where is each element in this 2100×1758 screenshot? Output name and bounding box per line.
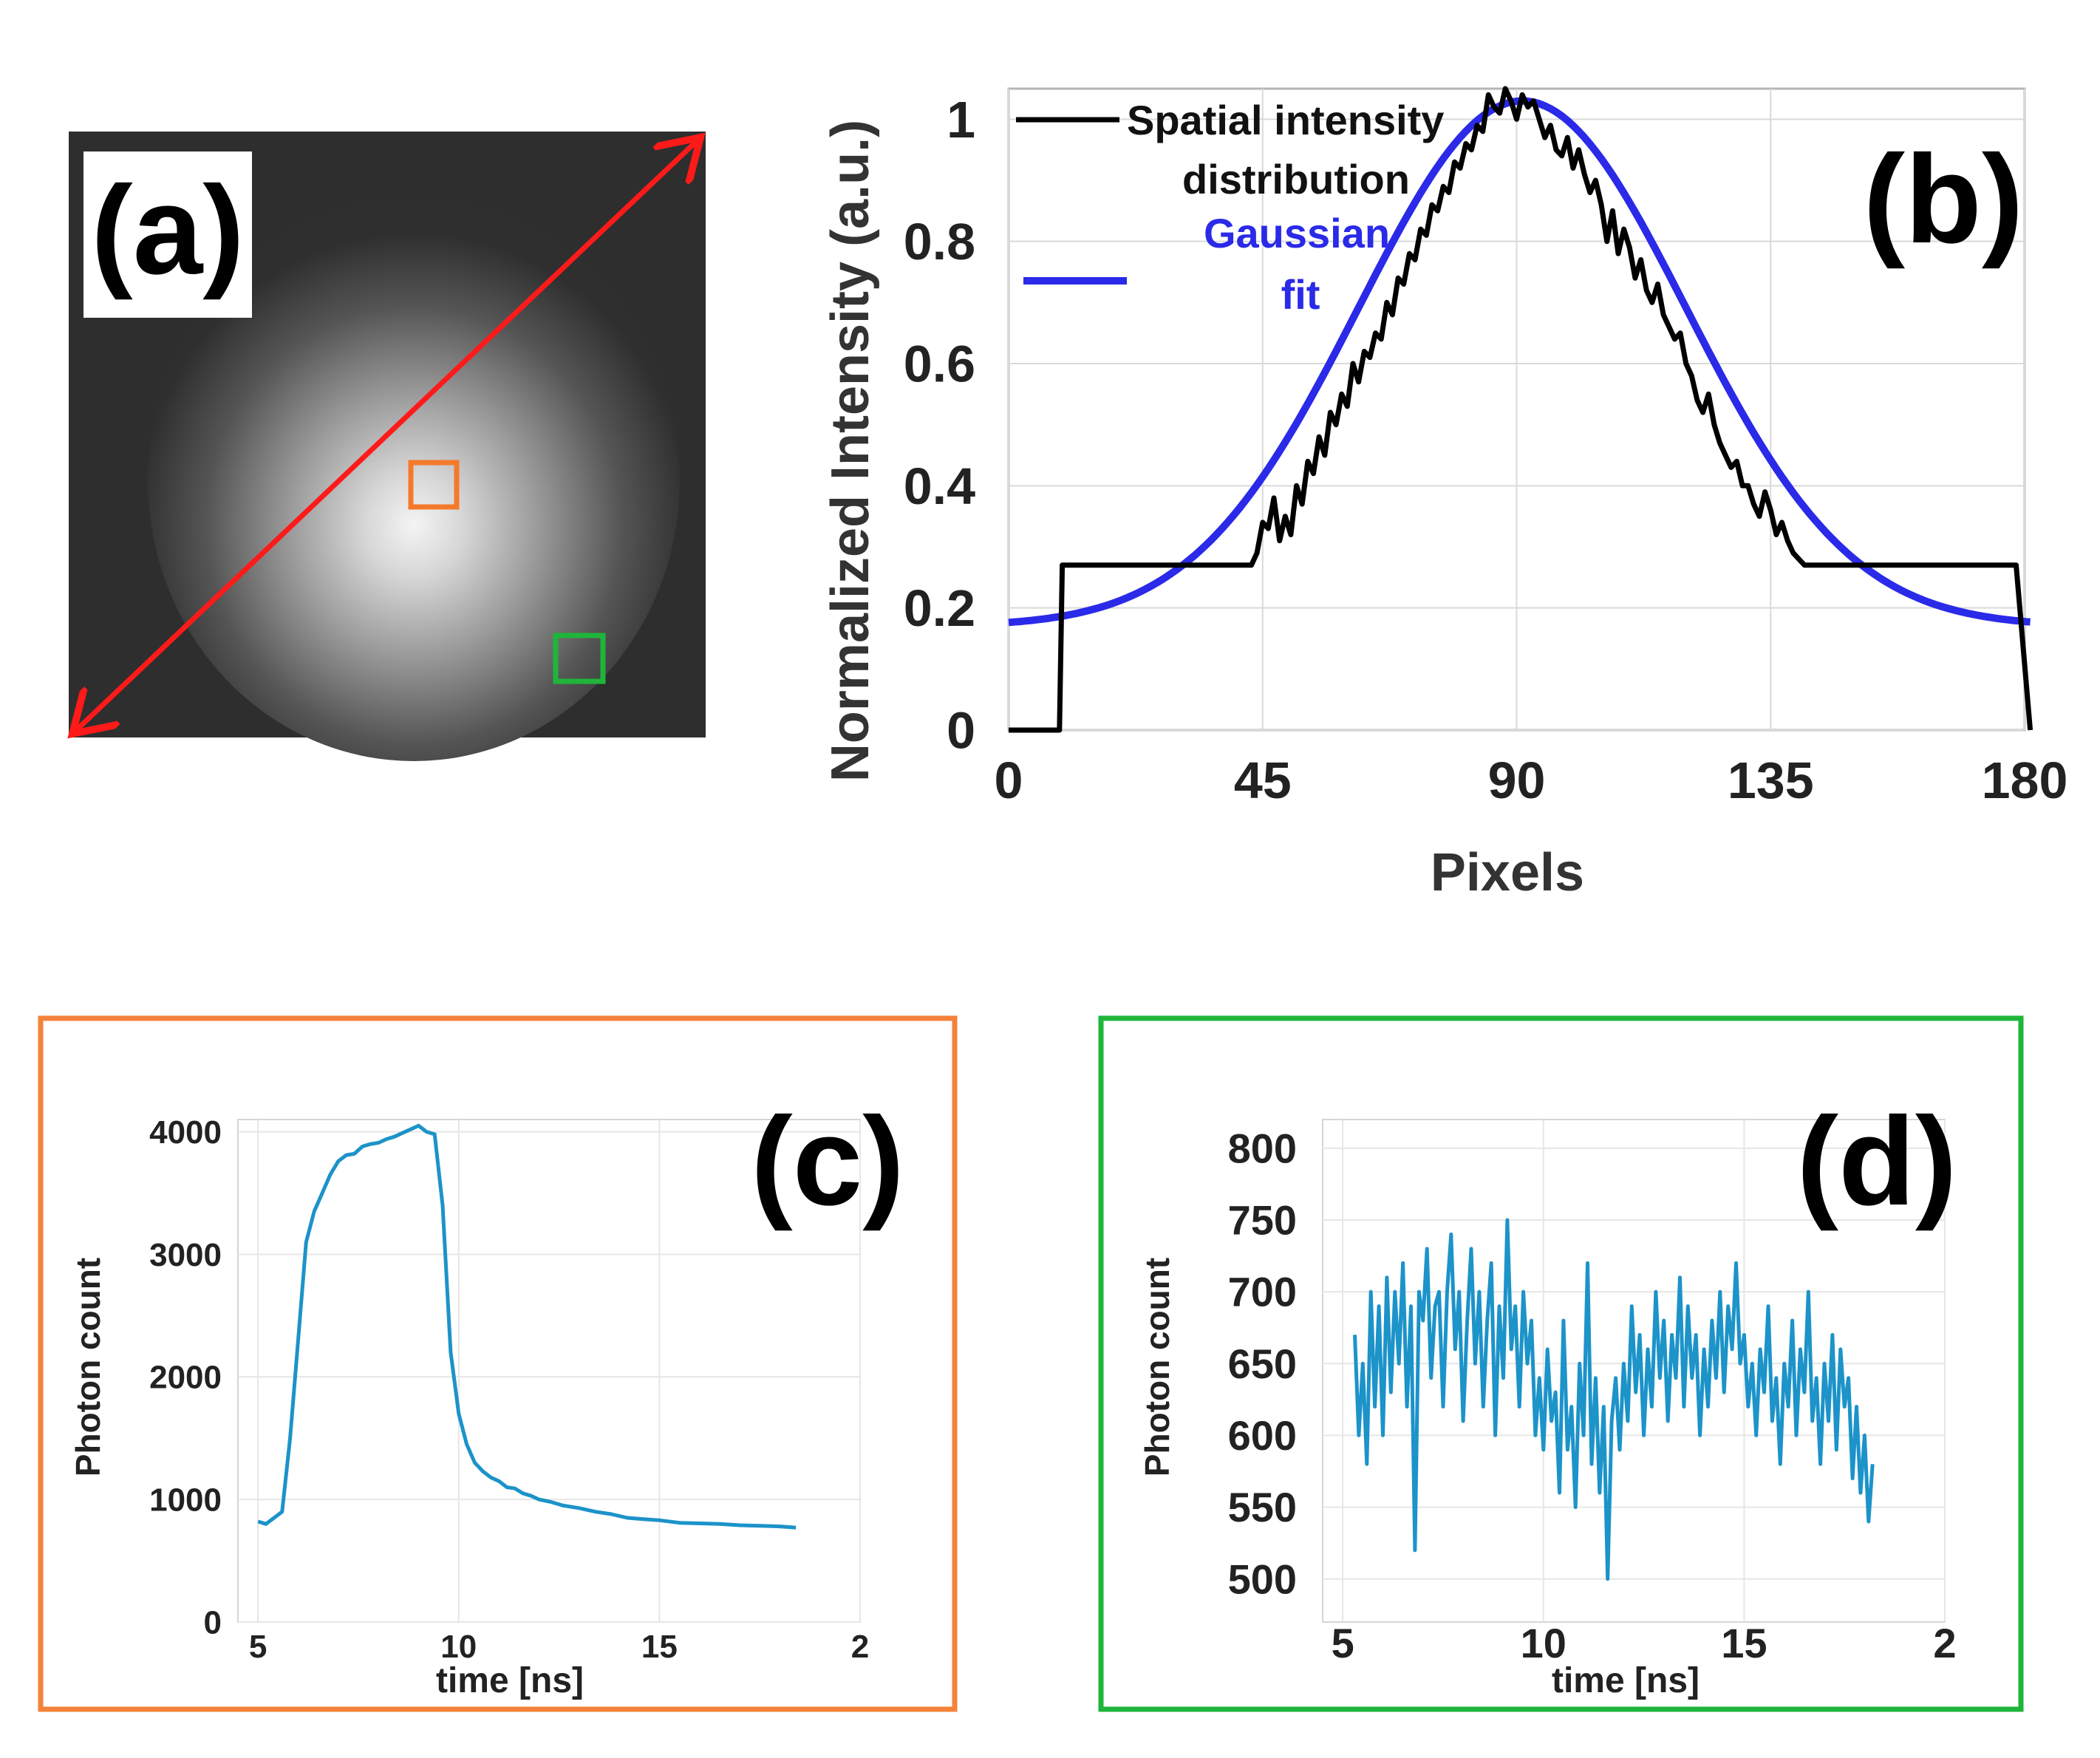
d-yticks: 500 550 600 650 700 750 800	[1228, 1125, 1297, 1602]
panel-a: (a)	[69, 132, 706, 761]
c-plot-area	[237, 1119, 861, 1623]
c-frame	[38, 1015, 958, 1712]
c-ytick-label: 4000	[149, 1114, 222, 1151]
c-yticks: 0 1000 2000 3000 4000	[149, 1114, 222, 1641]
b-ytick-label: 0.4	[904, 457, 975, 515]
d-xlabel: time [ns]	[1552, 1661, 1700, 1700]
panel-b-label: (b)	[1863, 129, 2023, 270]
panel-d: 500 550 600 650 700 750 800 5 10 15 2 Photon coun…	[1098, 1015, 2024, 1712]
d-xtick-label: 5	[1332, 1620, 1354, 1666]
panel-a-label: (a)	[91, 160, 245, 301]
orange-roi	[408, 460, 460, 510]
panel-c-label: (c)	[751, 1091, 904, 1232]
c-ytick-label: 1000	[149, 1482, 222, 1519]
b-grid	[1008, 89, 2025, 731]
panel-d-label: (d)	[1796, 1091, 1957, 1232]
d-frame	[1098, 1015, 2024, 1712]
panel-b: 0 0.2 0.4 0.6 0.8 1 0 45 90 135 180 Normalized In…	[821, 86, 2068, 902]
d-ytick-label: 800	[1228, 1125, 1297, 1171]
c-xtick-label: 10	[440, 1629, 477, 1665]
b-xtick-label: 135	[1728, 752, 1814, 809]
b-legend: Spatial intensity distribution Gaussian …	[1016, 97, 1444, 318]
d-photon-trace	[1353, 1218, 1875, 1581]
panel-c: 0 1000 2000 3000 4000 5 10 15 2 Photon count ti…	[38, 1015, 958, 1712]
d-xtick-label: 15	[1721, 1620, 1767, 1666]
b-ytick-label: 1	[947, 91, 975, 149]
d-xtick-label: 10	[1521, 1620, 1567, 1666]
c-xtick-label: 15	[641, 1629, 678, 1665]
legend-label-spatial-line2: distribution	[1182, 156, 1410, 202]
c-xtick-label: 2	[851, 1629, 869, 1665]
d-xtick-label: 2	[1933, 1620, 1956, 1666]
d-ytick-label: 650	[1228, 1340, 1297, 1387]
b-yticks: 0 0.2 0.4 0.6 0.8 1	[904, 91, 975, 760]
c-grid	[238, 1120, 861, 1623]
b-ytick-label: 0.2	[904, 579, 975, 637]
c-ytick-label: 0	[204, 1604, 222, 1641]
b-xtick-label: 45	[1234, 752, 1292, 809]
c-xticks: 5 10 15 2	[249, 1629, 869, 1665]
c-ytick-label: 2000	[149, 1360, 222, 1396]
d-ytick-label: 500	[1228, 1556, 1297, 1602]
b-ylabel: Normalized Intensity (a.u.)	[821, 120, 880, 782]
legend-label-spatial-line1: Spatial intensity	[1127, 97, 1444, 143]
profile-arrow	[72, 137, 700, 734]
d-ytick-label: 700	[1228, 1269, 1297, 1315]
b-spatial-intensity-line	[1009, 86, 2033, 733]
b-xtick-label: 90	[1488, 752, 1546, 809]
c-xtick-label: 5	[249, 1629, 267, 1665]
d-ytick-label: 600	[1228, 1412, 1297, 1459]
d-xticks: 5 10 15 2	[1332, 1620, 1957, 1666]
c-ytick-label: 3000	[149, 1237, 222, 1273]
c-ylabel: Photon count	[69, 1258, 107, 1476]
b-ytick-label: 0.6	[904, 335, 975, 393]
legend-label-gaussian-line1: Gaussian	[1204, 210, 1390, 256]
b-ytick-label: 0.8	[904, 213, 975, 270]
d-ylabel: Photon count	[1138, 1258, 1176, 1476]
c-xlabel: time [ns]	[436, 1661, 584, 1700]
d-ytick-label: 750	[1228, 1197, 1297, 1244]
b-xtick-label: 0	[995, 752, 1023, 809]
b-xticks: 0 45 90 135 180	[995, 752, 2068, 809]
green-roi	[553, 633, 606, 684]
legend-label-gaussian-line2: fit	[1281, 271, 1320, 318]
b-xtick-label: 180	[1982, 752, 2068, 809]
b-ytick-label: 0	[947, 702, 975, 760]
b-xlabel: Pixels	[1431, 843, 1584, 902]
d-ytick-label: 550	[1228, 1484, 1297, 1530]
c-photon-trace	[257, 1123, 797, 1530]
